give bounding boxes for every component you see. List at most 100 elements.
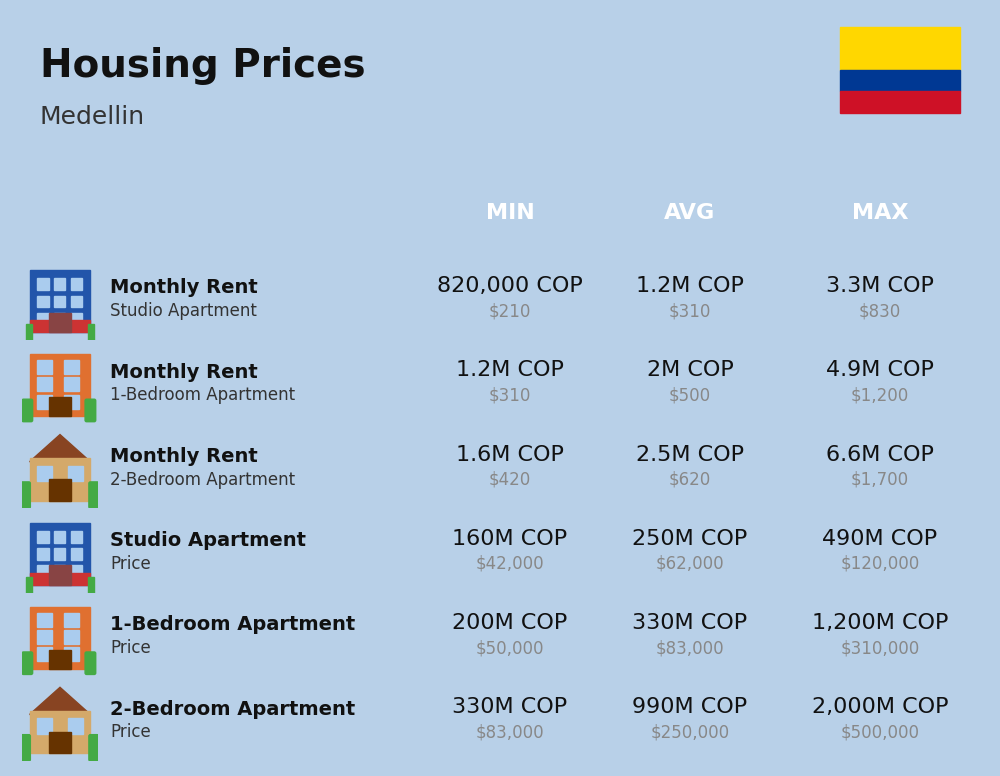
- Bar: [49, 313, 71, 332]
- FancyBboxPatch shape: [85, 652, 96, 674]
- Text: 1-Bedroom Apartment: 1-Bedroom Apartment: [110, 615, 355, 634]
- Bar: [64, 377, 79, 391]
- Text: 6.6M COP: 6.6M COP: [826, 445, 934, 465]
- Polygon shape: [30, 435, 90, 462]
- FancyBboxPatch shape: [89, 482, 99, 508]
- Text: $42,000: $42,000: [476, 555, 544, 573]
- Bar: [30, 354, 90, 416]
- Text: $50,000: $50,000: [476, 639, 544, 657]
- Bar: [37, 549, 49, 560]
- Text: $210: $210: [489, 302, 531, 320]
- Text: $250,000: $250,000: [650, 723, 730, 741]
- Bar: [30, 573, 90, 585]
- Bar: [30, 607, 90, 669]
- Bar: [49, 479, 71, 501]
- Text: AVG: AVG: [664, 203, 716, 223]
- Bar: [37, 377, 52, 391]
- FancyBboxPatch shape: [20, 735, 30, 761]
- Bar: [840, 91, 960, 113]
- Text: $830: $830: [859, 302, 901, 320]
- Text: Monthly Rent: Monthly Rent: [110, 279, 258, 297]
- FancyBboxPatch shape: [20, 482, 30, 508]
- Text: 330M COP: 330M COP: [452, 698, 568, 718]
- Text: $420: $420: [489, 470, 531, 489]
- Text: Studio Apartment: Studio Apartment: [110, 531, 306, 550]
- Bar: [30, 711, 90, 753]
- Text: $500,000: $500,000: [840, 723, 920, 741]
- Text: $1,700: $1,700: [851, 470, 909, 489]
- Bar: [840, 27, 960, 70]
- Text: 2,000M COP: 2,000M COP: [812, 698, 948, 718]
- Text: $310,000: $310,000: [840, 639, 920, 657]
- Bar: [54, 279, 65, 290]
- Bar: [54, 549, 65, 560]
- Bar: [88, 324, 94, 340]
- Text: $500: $500: [669, 386, 711, 404]
- Text: 1,200M COP: 1,200M COP: [812, 613, 948, 633]
- Text: $1,200: $1,200: [851, 386, 909, 404]
- Bar: [37, 532, 49, 543]
- Text: 1.2M COP: 1.2M COP: [636, 276, 744, 296]
- Bar: [37, 313, 49, 324]
- Bar: [26, 324, 32, 340]
- Bar: [71, 566, 82, 577]
- Bar: [26, 577, 32, 593]
- Text: 3.3M COP: 3.3M COP: [826, 276, 934, 296]
- Bar: [54, 313, 65, 324]
- Bar: [71, 313, 82, 324]
- Text: 990M COP: 990M COP: [632, 698, 748, 718]
- Bar: [37, 394, 52, 408]
- Text: Price: Price: [110, 723, 151, 741]
- Bar: [30, 320, 90, 332]
- Bar: [37, 647, 52, 661]
- Bar: [54, 532, 65, 543]
- Bar: [37, 279, 49, 290]
- Bar: [71, 549, 82, 560]
- Text: 2M COP: 2M COP: [647, 361, 733, 380]
- Text: 1-Bedroom Apartment: 1-Bedroom Apartment: [110, 386, 295, 404]
- Text: $310: $310: [489, 386, 531, 404]
- Text: MAX: MAX: [852, 203, 908, 223]
- Text: Housing Prices: Housing Prices: [40, 47, 366, 85]
- Bar: [37, 630, 52, 644]
- Text: Medellin: Medellin: [40, 105, 145, 129]
- FancyBboxPatch shape: [22, 399, 33, 421]
- Text: 1.6M COP: 1.6M COP: [456, 445, 564, 465]
- FancyBboxPatch shape: [85, 399, 96, 421]
- Bar: [49, 566, 71, 585]
- Bar: [88, 577, 94, 593]
- Bar: [840, 70, 960, 91]
- Text: MIN: MIN: [486, 203, 534, 223]
- Bar: [64, 613, 79, 627]
- Bar: [49, 397, 71, 416]
- Text: $310: $310: [669, 302, 711, 320]
- FancyBboxPatch shape: [89, 735, 99, 761]
- Text: 490M COP: 490M COP: [822, 529, 938, 549]
- Bar: [37, 719, 52, 734]
- Text: 250M COP: 250M COP: [632, 529, 748, 549]
- Text: 820,000 COP: 820,000 COP: [437, 276, 583, 296]
- Text: $120,000: $120,000: [840, 555, 920, 573]
- Bar: [71, 296, 82, 307]
- Bar: [30, 523, 90, 585]
- Text: 2.5M COP: 2.5M COP: [636, 445, 744, 465]
- Text: Monthly Rent: Monthly Rent: [110, 447, 258, 466]
- Text: Price: Price: [110, 639, 151, 657]
- FancyBboxPatch shape: [22, 652, 33, 674]
- Text: $83,000: $83,000: [476, 723, 544, 741]
- Bar: [49, 650, 71, 669]
- Text: Price: Price: [110, 555, 151, 573]
- Bar: [37, 613, 52, 627]
- Bar: [30, 458, 90, 501]
- Text: Monthly Rent: Monthly Rent: [110, 362, 258, 382]
- Bar: [37, 466, 52, 481]
- Bar: [71, 532, 82, 543]
- Bar: [30, 270, 90, 332]
- Bar: [64, 360, 79, 374]
- Bar: [64, 630, 79, 644]
- Bar: [54, 566, 65, 577]
- Bar: [71, 279, 82, 290]
- Text: $83,000: $83,000: [656, 639, 724, 657]
- Bar: [37, 566, 49, 577]
- Text: 330M COP: 330M COP: [632, 613, 748, 633]
